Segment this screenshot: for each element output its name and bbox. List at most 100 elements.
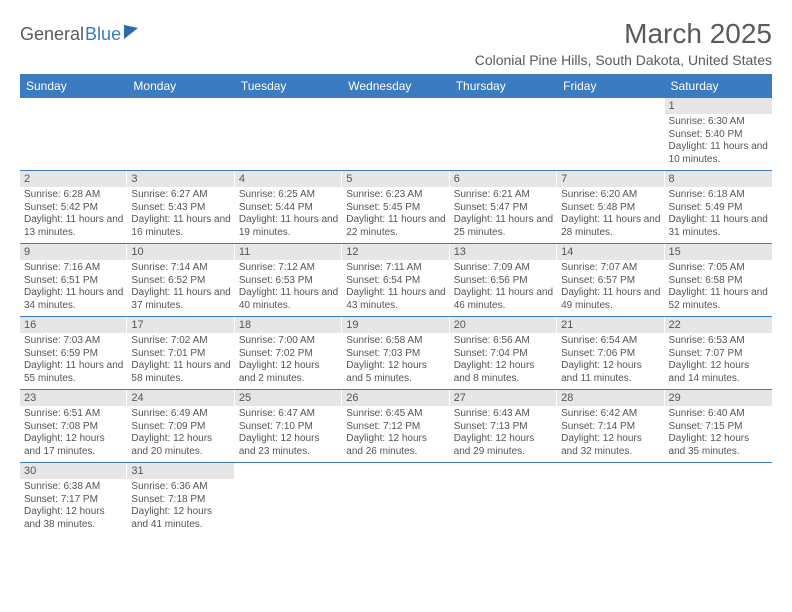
daylight-line: Daylight: 11 hours and 28 minutes. — [561, 214, 660, 239]
day-number — [450, 463, 557, 479]
day-number — [342, 98, 449, 114]
day-body — [557, 479, 664, 481]
day-body: Sunrise: 6:43 AMSunset: 7:13 PMDaylight:… — [450, 406, 557, 458]
sunset-line: Sunset: 5:45 PM — [346, 202, 445, 215]
daylight-line: Daylight: 12 hours and 14 minutes. — [669, 360, 768, 385]
title-block: March 2025 Colonial Pine Hills, South Da… — [475, 18, 772, 68]
sunset-line: Sunset: 5:47 PM — [454, 202, 553, 215]
day-body: Sunrise: 6:27 AMSunset: 5:43 PMDaylight:… — [127, 187, 234, 239]
daylight-line: Daylight: 12 hours and 11 minutes. — [561, 360, 660, 385]
sunrise-line: Sunrise: 6:40 AM — [669, 408, 768, 421]
sunset-line: Sunset: 7:15 PM — [669, 421, 768, 434]
daylight-line: Daylight: 12 hours and 17 minutes. — [24, 433, 123, 458]
day-body: Sunrise: 6:58 AMSunset: 7:03 PMDaylight:… — [342, 333, 449, 385]
day-body — [127, 114, 234, 116]
day-number: 17 — [127, 317, 234, 333]
day-number: 10 — [127, 244, 234, 260]
daylight-line: Daylight: 11 hours and 10 minutes. — [669, 141, 768, 166]
sunrise-line: Sunrise: 6:58 AM — [346, 335, 445, 348]
daylight-line: Daylight: 11 hours and 16 minutes. — [131, 214, 230, 239]
sunset-line: Sunset: 5:44 PM — [239, 202, 338, 215]
day-cell: 28Sunrise: 6:42 AMSunset: 7:14 PMDayligh… — [557, 390, 664, 463]
day-cell: 9Sunrise: 7:16 AMSunset: 6:51 PMDaylight… — [20, 244, 127, 317]
day-number — [235, 98, 342, 114]
calendar: SundayMondayTuesdayWednesdayThursdayFrid… — [20, 74, 772, 535]
sunrise-line: Sunrise: 7:12 AM — [239, 262, 338, 275]
sunrise-line: Sunrise: 6:54 AM — [561, 335, 660, 348]
day-body — [665, 479, 772, 481]
day-number — [20, 98, 127, 114]
daylight-line: Daylight: 11 hours and 25 minutes. — [454, 214, 553, 239]
day-number: 20 — [450, 317, 557, 333]
dow-header: Monday — [127, 74, 234, 98]
sunset-line: Sunset: 7:06 PM — [561, 348, 660, 361]
sunrise-line: Sunrise: 6:36 AM — [131, 481, 230, 494]
sunset-line: Sunset: 7:08 PM — [24, 421, 123, 434]
day-number — [235, 463, 342, 479]
day-body: Sunrise: 7:09 AMSunset: 6:56 PMDaylight:… — [450, 260, 557, 312]
day-number: 14 — [557, 244, 664, 260]
day-number: 27 — [450, 390, 557, 406]
day-number — [557, 463, 664, 479]
sunrise-line: Sunrise: 7:00 AM — [239, 335, 338, 348]
sunrise-line: Sunrise: 6:28 AM — [24, 189, 123, 202]
daylight-line: Daylight: 11 hours and 19 minutes. — [239, 214, 338, 239]
sunset-line: Sunset: 5:43 PM — [131, 202, 230, 215]
week-row: 9Sunrise: 7:16 AMSunset: 6:51 PMDaylight… — [20, 244, 772, 317]
day-cell — [450, 463, 557, 535]
sunset-line: Sunset: 6:57 PM — [561, 275, 660, 288]
week-row: 2Sunrise: 6:28 AMSunset: 5:42 PMDaylight… — [20, 171, 772, 244]
daylight-line: Daylight: 12 hours and 41 minutes. — [131, 506, 230, 531]
day-body: Sunrise: 6:54 AMSunset: 7:06 PMDaylight:… — [557, 333, 664, 385]
dow-row: SundayMondayTuesdayWednesdayThursdayFrid… — [20, 74, 772, 98]
daylight-line: Daylight: 12 hours and 26 minutes. — [346, 433, 445, 458]
day-body: Sunrise: 7:05 AMSunset: 6:58 PMDaylight:… — [665, 260, 772, 312]
sunrise-line: Sunrise: 6:53 AM — [669, 335, 768, 348]
day-body: Sunrise: 7:03 AMSunset: 6:59 PMDaylight:… — [20, 333, 127, 385]
day-cell: 29Sunrise: 6:40 AMSunset: 7:15 PMDayligh… — [665, 390, 772, 463]
day-number: 26 — [342, 390, 449, 406]
sunset-line: Sunset: 7:04 PM — [454, 348, 553, 361]
day-number: 7 — [557, 171, 664, 187]
day-cell: 30Sunrise: 6:38 AMSunset: 7:17 PMDayligh… — [20, 463, 127, 535]
sunset-line: Sunset: 6:56 PM — [454, 275, 553, 288]
day-number: 11 — [235, 244, 342, 260]
sunrise-line: Sunrise: 6:51 AM — [24, 408, 123, 421]
sunrise-line: Sunrise: 7:09 AM — [454, 262, 553, 275]
daylight-line: Daylight: 12 hours and 38 minutes. — [24, 506, 123, 531]
sunset-line: Sunset: 7:03 PM — [346, 348, 445, 361]
day-cell — [665, 463, 772, 535]
day-number — [342, 463, 449, 479]
day-body: Sunrise: 7:12 AMSunset: 6:53 PMDaylight:… — [235, 260, 342, 312]
day-number: 22 — [665, 317, 772, 333]
day-cell — [127, 98, 234, 171]
day-body: Sunrise: 6:36 AMSunset: 7:18 PMDaylight:… — [127, 479, 234, 531]
day-number — [665, 463, 772, 479]
sunrise-line: Sunrise: 7:14 AM — [131, 262, 230, 275]
day-cell: 4Sunrise: 6:25 AMSunset: 5:44 PMDaylight… — [235, 171, 342, 244]
day-number: 13 — [450, 244, 557, 260]
day-cell: 16Sunrise: 7:03 AMSunset: 6:59 PMDayligh… — [20, 317, 127, 390]
sunset-line: Sunset: 7:17 PM — [24, 494, 123, 507]
sunrise-line: Sunrise: 6:23 AM — [346, 189, 445, 202]
day-body — [235, 114, 342, 116]
sunset-line: Sunset: 6:53 PM — [239, 275, 338, 288]
sunset-line: Sunset: 6:58 PM — [669, 275, 768, 288]
day-number: 12 — [342, 244, 449, 260]
daylight-line: Daylight: 11 hours and 40 minutes. — [239, 287, 338, 312]
day-number: 2 — [20, 171, 127, 187]
day-number: 23 — [20, 390, 127, 406]
day-body: Sunrise: 7:00 AMSunset: 7:02 PMDaylight:… — [235, 333, 342, 385]
day-number: 15 — [665, 244, 772, 260]
day-number: 6 — [450, 171, 557, 187]
day-cell — [20, 98, 127, 171]
sunrise-line: Sunrise: 7:07 AM — [561, 262, 660, 275]
day-body: Sunrise: 6:30 AMSunset: 5:40 PMDaylight:… — [665, 114, 772, 166]
dow-header: Sunday — [20, 74, 127, 98]
sunset-line: Sunset: 7:18 PM — [131, 494, 230, 507]
day-body: Sunrise: 6:49 AMSunset: 7:09 PMDaylight:… — [127, 406, 234, 458]
day-number: 4 — [235, 171, 342, 187]
day-number: 5 — [342, 171, 449, 187]
week-row: 1Sunrise: 6:30 AMSunset: 5:40 PMDaylight… — [20, 98, 772, 171]
sunset-line: Sunset: 7:07 PM — [669, 348, 768, 361]
